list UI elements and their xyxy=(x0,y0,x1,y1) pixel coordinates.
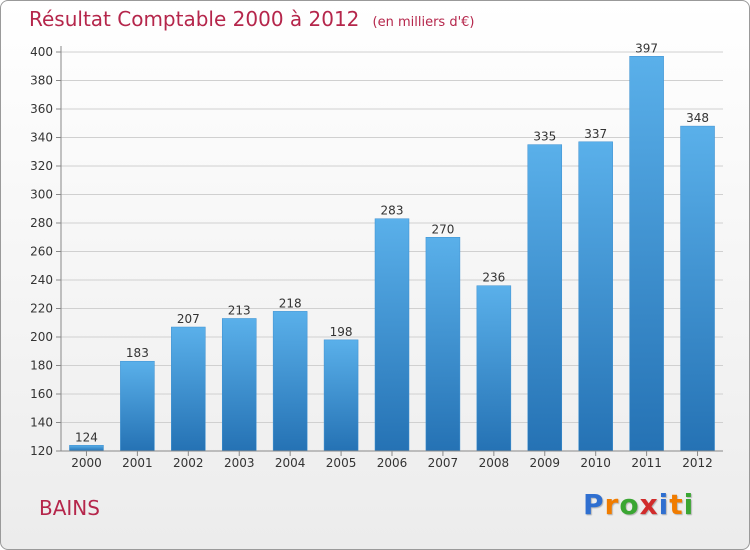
y-tick-label: 200 xyxy=(30,330,53,344)
y-tick-label: 380 xyxy=(30,74,53,88)
bar xyxy=(680,125,715,452)
data-label: 397 xyxy=(635,41,658,55)
data-label: 198 xyxy=(330,325,353,339)
y-tick-label: 160 xyxy=(30,387,53,401)
bar xyxy=(272,311,308,452)
logo-letter: t xyxy=(669,488,684,521)
y-tick-label: 120 xyxy=(30,444,53,458)
y-tick-label: 400 xyxy=(30,45,53,59)
data-label: 236 xyxy=(482,271,505,285)
data-label: 207 xyxy=(177,312,200,326)
data-label: 335 xyxy=(533,130,556,144)
proxiti-logo: Proxiti xyxy=(583,488,694,521)
logo-letter: o xyxy=(619,488,640,521)
bar xyxy=(69,445,104,452)
data-label: 270 xyxy=(431,222,454,236)
y-tick-label: 360 xyxy=(30,102,53,116)
logo-letter: x xyxy=(639,488,659,521)
data-label: 183 xyxy=(126,346,149,360)
y-tick-label: 180 xyxy=(30,359,53,373)
data-label: 348 xyxy=(686,111,709,125)
bar xyxy=(323,339,359,452)
data-label: 218 xyxy=(279,296,302,310)
x-tick-label: 2006 xyxy=(377,456,408,470)
x-tick-label: 2009 xyxy=(529,456,560,470)
chart-title-block: Résultat Comptable 2000 à 2012 (en milli… xyxy=(29,7,474,31)
x-tick-label: 2012 xyxy=(682,456,713,470)
x-tick-label: 2005 xyxy=(326,456,357,470)
y-tick-label: 240 xyxy=(30,273,53,287)
bar xyxy=(476,285,512,452)
x-tick-label: 2004 xyxy=(275,456,306,470)
commune-name: BAINS xyxy=(39,496,100,520)
logo-letter: r xyxy=(604,488,620,521)
bar xyxy=(221,318,257,452)
data-label: 124 xyxy=(75,430,98,444)
bar xyxy=(527,144,563,452)
bar xyxy=(425,237,461,452)
x-tick-label: 2000 xyxy=(71,456,102,470)
y-tick-label: 340 xyxy=(30,131,53,145)
y-tick-label: 260 xyxy=(30,245,53,259)
axis-layer: 120 140 160 180 200 220 240 260 280 300 320 340 360 3… xyxy=(30,41,723,470)
x-tick-label: 2008 xyxy=(479,456,510,470)
chart-title: Résultat Comptable 2000 à 2012 xyxy=(29,7,360,31)
x-tick-label: 2001 xyxy=(122,456,153,470)
bar xyxy=(120,360,155,452)
bar xyxy=(578,141,613,452)
x-tick-label: 2011 xyxy=(631,456,662,470)
y-tick-label: 320 xyxy=(30,159,53,173)
x-tick-label: 2002 xyxy=(173,456,204,470)
bar-layer xyxy=(69,56,715,452)
y-tick-label: 280 xyxy=(30,216,53,230)
bar xyxy=(374,218,410,452)
chart-unit: (en milliers d'€) xyxy=(372,15,475,30)
x-tick-label: 2007 xyxy=(428,456,459,470)
y-tick-label: 300 xyxy=(30,188,53,202)
logo-letter: P xyxy=(583,488,605,521)
logo-letter: i xyxy=(658,488,670,521)
data-label: 213 xyxy=(228,303,251,317)
y-tick-label: 140 xyxy=(30,416,53,430)
x-tick-label: 2003 xyxy=(224,456,255,470)
bar xyxy=(171,326,206,452)
logo-letter: i xyxy=(683,488,695,521)
data-label: 283 xyxy=(381,204,404,218)
x-tick-label: 2010 xyxy=(580,456,611,470)
data-label: 337 xyxy=(584,127,607,141)
bar xyxy=(629,56,664,452)
y-tick-label: 220 xyxy=(30,302,53,316)
